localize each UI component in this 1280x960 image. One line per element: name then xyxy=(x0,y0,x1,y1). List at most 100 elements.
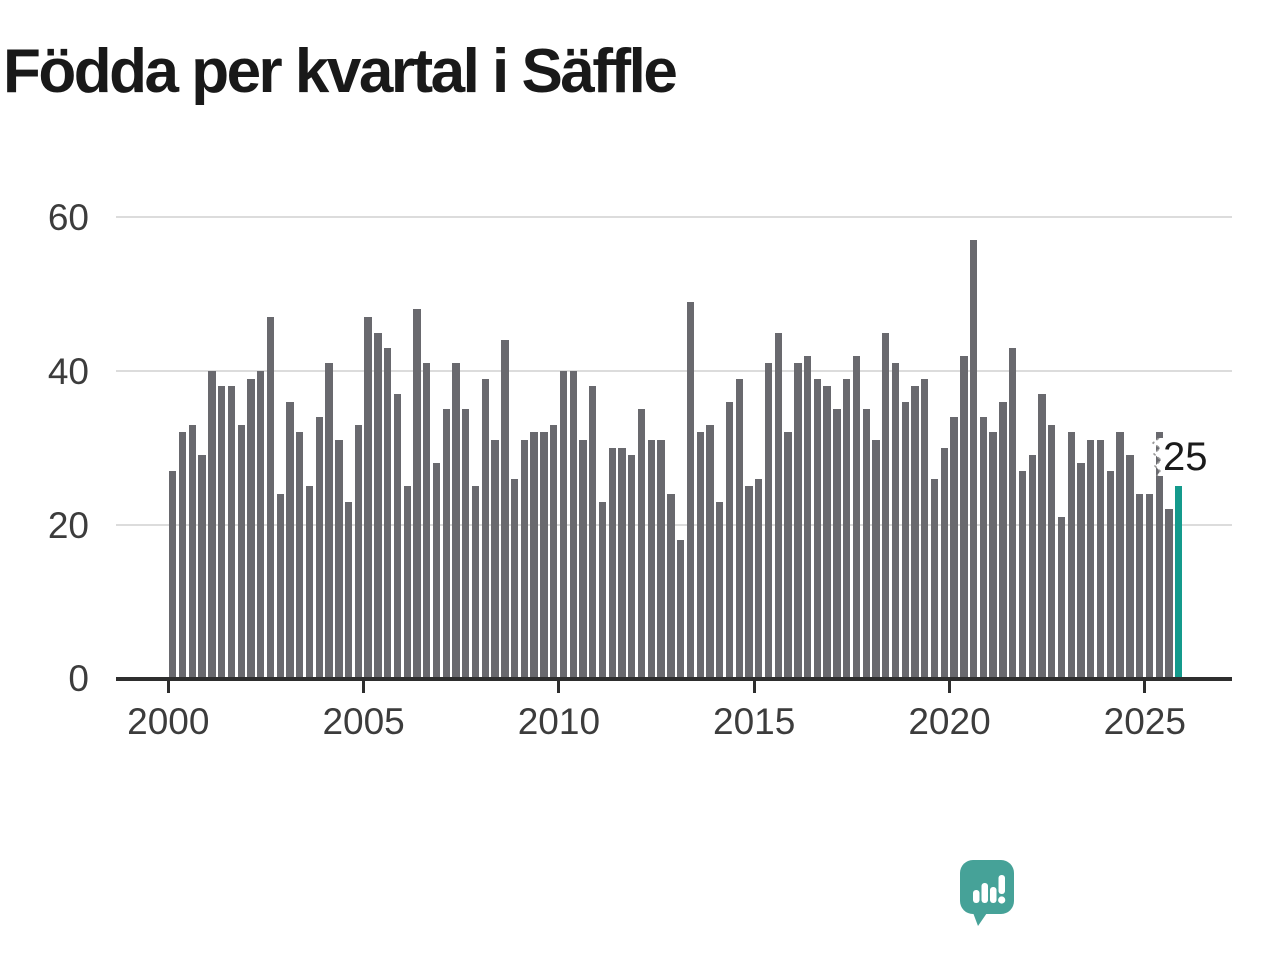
x-axis-label-2005: 2005 xyxy=(322,701,405,742)
bar-2021-K1 xyxy=(989,432,997,679)
bar-2012-K3 xyxy=(657,440,665,679)
bar-2015-K4 xyxy=(784,432,792,679)
bar-2009-K4 xyxy=(550,424,558,679)
bar-2024-K2 xyxy=(1116,432,1124,679)
bar-2008-K1 xyxy=(481,378,489,679)
bar-2005-K1 xyxy=(364,317,372,679)
bar-2019-K1 xyxy=(911,386,919,679)
x-tick-2015 xyxy=(752,680,756,693)
bar-2013-K4 xyxy=(706,424,714,679)
bar-2000-K3 xyxy=(188,424,197,679)
bar-2012-K1 xyxy=(637,409,646,679)
bar-2022-K3 xyxy=(1048,424,1056,679)
bar-2021-K4 xyxy=(1018,470,1027,679)
bar-2010-K2 xyxy=(569,370,577,679)
bar-2015-K1 xyxy=(755,478,763,679)
x-axis-label-2025: 2025 xyxy=(1103,701,1186,742)
bar-2005-K4 xyxy=(393,394,402,679)
x-tick-2000 xyxy=(166,680,170,693)
bar-2001-K2 xyxy=(217,386,226,679)
bar-2008-K2 xyxy=(491,440,499,679)
bar-2025-K2 xyxy=(1155,432,1163,679)
bar-2007-K2 xyxy=(452,363,460,679)
bar-2001-K1 xyxy=(208,370,216,679)
bar-2003-K2 xyxy=(296,432,304,679)
bar-2012-K2 xyxy=(647,440,656,679)
x-tick-2005 xyxy=(362,680,366,693)
x-axis-label-2015: 2015 xyxy=(713,701,796,742)
bar-2013-K1 xyxy=(676,539,685,679)
bar-2021-K2 xyxy=(999,401,1007,679)
bar-2016-K1 xyxy=(794,363,802,679)
bar-2023-K3 xyxy=(1087,440,1095,679)
bar-2024-K3 xyxy=(1126,455,1134,679)
y-axis-label: 40 xyxy=(47,350,89,392)
bar-2020-K2 xyxy=(960,355,968,679)
bar-2003-K4 xyxy=(315,417,323,679)
latest-value-callout xyxy=(1151,438,1212,476)
bar-2013-K3 xyxy=(696,432,704,679)
bar-2020-K4 xyxy=(979,417,988,679)
bar-2022-K4 xyxy=(1057,516,1066,679)
bar-2007-K4 xyxy=(471,486,480,679)
x-tick-2010 xyxy=(557,680,561,693)
x-axis-label-2020: 2020 xyxy=(908,701,991,742)
bar-2021-K3 xyxy=(1009,347,1017,679)
bar-2002-K4 xyxy=(276,493,284,679)
bar-2023-K1 xyxy=(1067,432,1075,679)
bar-2001-K3 xyxy=(227,386,236,679)
bar-2016-K2 xyxy=(803,355,812,679)
bar-2009-K1 xyxy=(520,440,529,679)
bar-2003-K1 xyxy=(286,401,294,679)
bar-2003-K3 xyxy=(305,486,314,679)
bar-2016-K4 xyxy=(823,386,831,679)
bar-2018-K4 xyxy=(901,401,909,679)
y-axis-label: 20 xyxy=(47,504,89,546)
bar-2006-K1 xyxy=(403,486,411,679)
bar-2019-K2 xyxy=(921,378,929,679)
bar-2023-K2 xyxy=(1077,463,1085,679)
y-axis-label: 60 xyxy=(47,197,89,239)
bar-2004-K4 xyxy=(354,424,363,679)
bar-2000-K1 xyxy=(169,470,177,679)
bar-2015-K3 xyxy=(774,332,782,679)
bar-2017-K4 xyxy=(862,409,870,679)
bar-2023-K4 xyxy=(1096,440,1105,679)
bar-2014-K3 xyxy=(735,378,743,679)
gridline-y60 xyxy=(116,216,1232,219)
bar-2025-K4 xyxy=(1175,486,1183,679)
chart-title: Födda per kvartal i Säffle xyxy=(3,37,678,106)
x-tick-2020 xyxy=(948,680,951,693)
bar-2010-K3 xyxy=(579,440,587,679)
bar-2025-K3 xyxy=(1165,509,1173,679)
bar-2013-K2 xyxy=(686,301,695,679)
bar-2018-K2 xyxy=(882,332,890,679)
bar-2010-K1 xyxy=(559,370,568,679)
bar-2020-K3 xyxy=(969,240,978,679)
gridline-y40 xyxy=(116,369,1232,372)
x-axis-line xyxy=(116,676,1232,681)
bar-2009-K3 xyxy=(540,432,548,679)
bar-2018-K3 xyxy=(891,363,900,679)
bar-2005-K3 xyxy=(384,347,392,679)
bar-2008-K3 xyxy=(501,340,509,679)
bar-2007-K1 xyxy=(442,409,450,679)
bar-2000-K2 xyxy=(178,432,187,679)
bar-2005-K2 xyxy=(374,332,382,679)
bar-2011-K1 xyxy=(598,501,607,679)
newsworthy-logo[interactable]: Newsworthy xyxy=(958,856,1278,936)
bar-2008-K4 xyxy=(510,478,519,679)
bar-2011-K4 xyxy=(628,455,636,679)
bar-2004-K2 xyxy=(335,440,343,679)
bar-2020-K1 xyxy=(950,417,958,679)
bar-2018-K1 xyxy=(872,440,880,679)
bar-2000-K4 xyxy=(198,455,206,679)
bar-2006-K4 xyxy=(432,463,441,679)
bar-2017-K1 xyxy=(833,409,841,679)
bar-2014-K1 xyxy=(716,501,724,679)
bar-2002-K2 xyxy=(257,370,265,679)
bar-2017-K3 xyxy=(852,355,861,679)
bar-2022-K1 xyxy=(1028,455,1036,679)
bar-2007-K3 xyxy=(462,409,470,679)
